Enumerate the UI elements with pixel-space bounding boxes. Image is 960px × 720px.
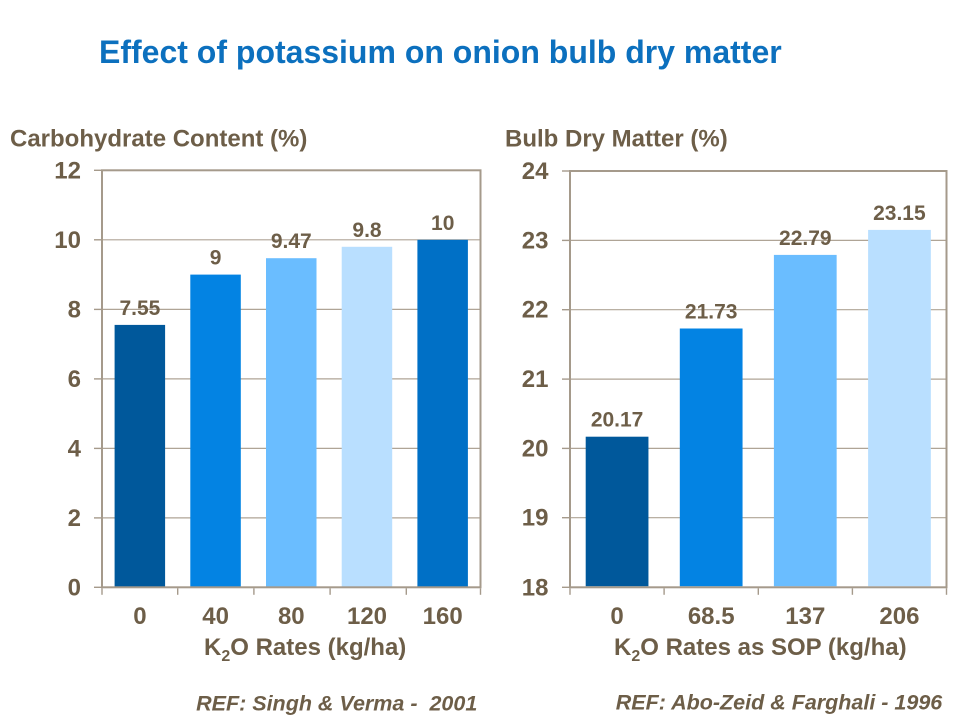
svg-text:20.17: 20.17 — [591, 409, 644, 432]
svg-text:Bulb Dry Matter (%): Bulb Dry Matter (%) — [505, 126, 728, 153]
svg-text:10: 10 — [431, 212, 454, 235]
svg-text:6: 6 — [68, 366, 81, 393]
svg-text:23.15: 23.15 — [873, 202, 926, 225]
svg-text:9.47: 9.47 — [271, 230, 312, 253]
svg-text:19: 19 — [522, 505, 549, 532]
svg-text:Effect of potassium on onion b: Effect of potassium on onion bulb dry ma… — [99, 34, 782, 70]
svg-text:18: 18 — [522, 574, 549, 601]
svg-text:8: 8 — [68, 296, 81, 323]
svg-text:22: 22 — [522, 297, 549, 324]
svg-text:120: 120 — [347, 603, 387, 630]
svg-text:Carbohydrate Content (%): Carbohydrate Content (%) — [10, 126, 307, 153]
svg-text:9: 9 — [210, 247, 222, 270]
svg-text:7.55: 7.55 — [119, 297, 160, 320]
svg-text:REF: Singh & Verma - 2001: REF: Singh & Verma - 2001 — [196, 692, 477, 716]
svg-text:0: 0 — [610, 603, 623, 630]
svg-text:22.79: 22.79 — [779, 227, 832, 250]
svg-text:20: 20 — [522, 435, 549, 462]
svg-text:12: 12 — [54, 157, 81, 184]
svg-text:23: 23 — [522, 227, 549, 254]
svg-text:80: 80 — [278, 603, 305, 630]
svg-text:21.73: 21.73 — [685, 301, 738, 324]
svg-text:2: 2 — [68, 505, 81, 532]
svg-text:21: 21 — [522, 366, 549, 393]
svg-text:40: 40 — [202, 603, 229, 630]
svg-text:10: 10 — [54, 227, 81, 254]
svg-text:0: 0 — [68, 574, 81, 601]
svg-text:9.8: 9.8 — [352, 219, 382, 242]
svg-text:0: 0 — [133, 603, 146, 630]
svg-text:24: 24 — [522, 158, 549, 185]
svg-text:K2O Rates as SOP (kg/ha): K2O Rates as SOP (kg/ha) — [614, 634, 907, 665]
svg-text:206: 206 — [879, 603, 919, 630]
svg-text:68.5: 68.5 — [688, 603, 735, 630]
svg-text:4: 4 — [68, 435, 82, 462]
svg-text:REF: Abo-Zeid & Farghali - 199: REF: Abo-Zeid & Farghali - 1996 — [616, 691, 944, 715]
svg-text:K2O Rates (kg/ha): K2O Rates (kg/ha) — [204, 634, 406, 665]
svg-text:137: 137 — [785, 603, 825, 630]
svg-text:160: 160 — [423, 603, 463, 630]
